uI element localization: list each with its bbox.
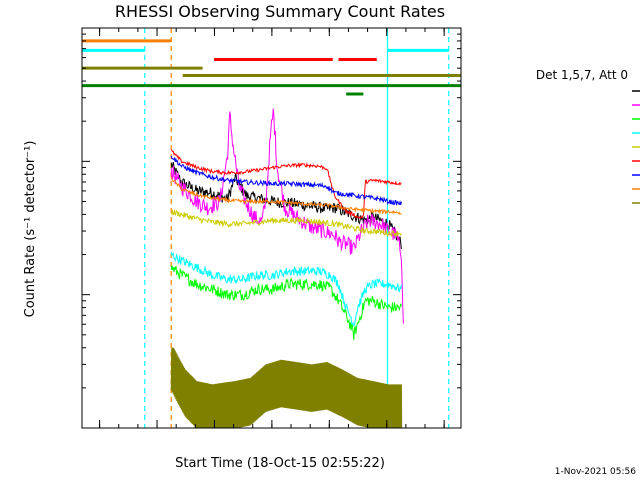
- plot-area: [82, 28, 461, 429]
- series-line-7: [170, 177, 402, 216]
- axis-ticks: [82, 27, 461, 429]
- legend-title: Det 1,5,7, Att 0: [536, 68, 628, 82]
- x-axis-label: Start Time (18-Oct-15 02:55:22): [175, 456, 385, 471]
- series-line-5: [171, 149, 402, 220]
- timestamp: 1-Nov-2021 05:56: [555, 467, 637, 477]
- series-line-6: [170, 155, 402, 206]
- chart-title: RHESSI Observing Summary Count Rates: [115, 2, 445, 21]
- y-axis-label: Count Rate (s⁻¹ detector⁻¹): [23, 141, 38, 318]
- legend: Det 1,5,7, Att 0: [536, 68, 640, 204]
- series-line-8: [170, 347, 403, 429]
- series-line-1: [170, 108, 404, 324]
- series-line-4: [170, 209, 402, 238]
- series-line-2: [170, 265, 402, 340]
- series-line-0: [170, 161, 402, 249]
- series-line-3: [170, 251, 402, 327]
